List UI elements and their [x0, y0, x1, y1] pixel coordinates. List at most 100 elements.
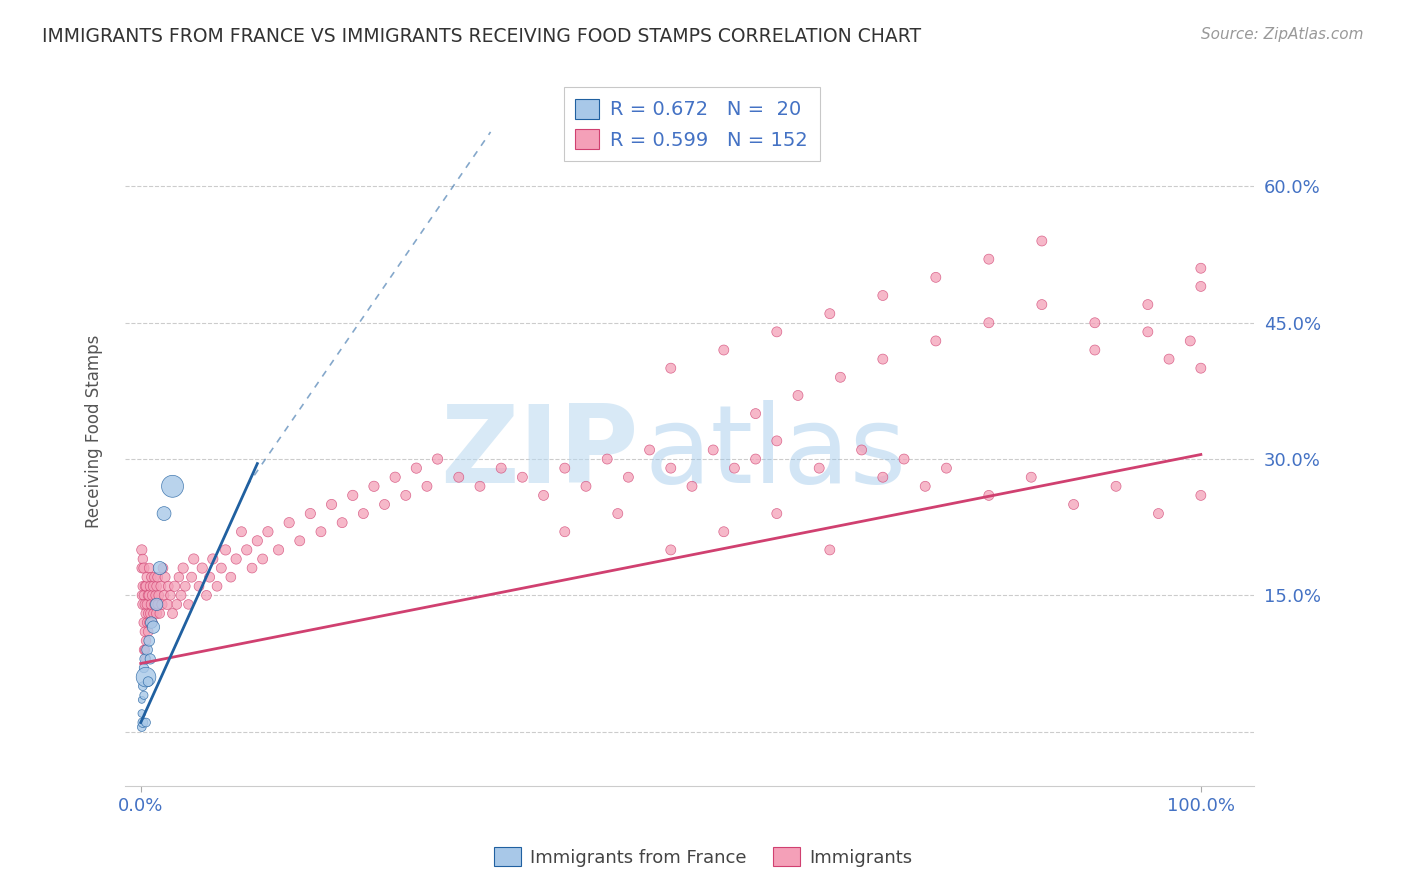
Point	[1157, 352, 1180, 367]
Point	[152, 561, 174, 575]
Point	[744, 407, 766, 421]
Point	[468, 479, 491, 493]
Point	[935, 461, 957, 475]
Point	[142, 607, 165, 621]
Point	[145, 598, 167, 612]
Point	[416, 479, 439, 493]
Point	[925, 270, 948, 285]
Point	[713, 524, 735, 539]
Point	[136, 598, 159, 612]
Point	[659, 461, 682, 475]
Point	[214, 542, 236, 557]
Point	[132, 643, 155, 657]
Point	[787, 388, 810, 402]
Point	[132, 588, 155, 602]
Point	[136, 674, 159, 689]
Point	[342, 488, 364, 502]
Point	[1147, 507, 1170, 521]
Y-axis label: Receiving Food Stamps: Receiving Food Stamps	[86, 335, 103, 528]
Point	[1189, 361, 1212, 376]
Point	[153, 588, 176, 602]
Point	[134, 579, 156, 593]
Point	[143, 570, 166, 584]
Point	[533, 488, 555, 502]
Point	[914, 479, 936, 493]
Point	[177, 598, 200, 612]
Point	[132, 561, 155, 575]
Point	[149, 607, 172, 621]
Point	[374, 498, 396, 512]
Point	[426, 452, 449, 467]
Point	[851, 442, 873, 457]
Point	[138, 633, 160, 648]
Point	[188, 579, 211, 593]
Point	[191, 561, 214, 575]
Point	[132, 679, 155, 693]
Point	[145, 607, 167, 621]
Point	[143, 598, 166, 612]
Point	[166, 598, 188, 612]
Point	[138, 561, 160, 575]
Text: Source: ZipAtlas.com: Source: ZipAtlas.com	[1201, 27, 1364, 42]
Point	[330, 516, 353, 530]
Point	[1031, 234, 1053, 248]
Point	[132, 661, 155, 675]
Point	[135, 652, 157, 666]
Point	[231, 524, 253, 539]
Point	[136, 588, 159, 602]
Point	[554, 524, 576, 539]
Point	[977, 488, 1000, 502]
Point	[1084, 316, 1107, 330]
Point	[134, 598, 156, 612]
Point	[136, 607, 159, 621]
Point	[149, 561, 172, 575]
Point	[135, 715, 157, 730]
Point	[183, 552, 205, 566]
Point	[240, 561, 263, 575]
Text: IMMIGRANTS FROM FRANCE VS IMMIGRANTS RECEIVING FOOD STAMPS CORRELATION CHART: IMMIGRANTS FROM FRANCE VS IMMIGRANTS REC…	[42, 27, 921, 45]
Point	[765, 434, 787, 448]
Point	[744, 452, 766, 467]
Point	[702, 442, 724, 457]
Point	[141, 615, 163, 630]
Point	[1189, 279, 1212, 293]
Point	[134, 624, 156, 639]
Point	[363, 479, 385, 493]
Point	[131, 693, 153, 707]
Point	[405, 461, 427, 475]
Point	[872, 288, 894, 302]
Point	[384, 470, 406, 484]
Point	[596, 452, 619, 467]
Point	[134, 643, 156, 657]
Point	[141, 615, 163, 630]
Point	[136, 615, 159, 630]
Point	[134, 652, 156, 666]
Point	[136, 643, 159, 657]
Point	[606, 507, 628, 521]
Point	[205, 579, 228, 593]
Point	[872, 352, 894, 367]
Point	[1031, 297, 1053, 311]
Point	[139, 607, 162, 621]
Point	[136, 624, 159, 639]
Point	[1136, 325, 1159, 339]
Point	[554, 461, 576, 475]
Point	[148, 588, 170, 602]
Point	[145, 588, 167, 602]
Point	[167, 570, 190, 584]
Point	[201, 552, 224, 566]
Point	[1136, 297, 1159, 311]
Point	[681, 479, 703, 493]
Point	[138, 588, 160, 602]
Point	[1019, 470, 1042, 484]
Point	[818, 307, 841, 321]
Point	[925, 334, 948, 348]
Legend: Immigrants from France, Immigrants: Immigrants from France, Immigrants	[486, 840, 920, 874]
Point	[172, 561, 194, 575]
Point	[1189, 488, 1212, 502]
Point	[149, 579, 172, 593]
Point	[977, 316, 1000, 330]
Point	[132, 579, 155, 593]
Point	[638, 442, 661, 457]
Point	[131, 588, 153, 602]
